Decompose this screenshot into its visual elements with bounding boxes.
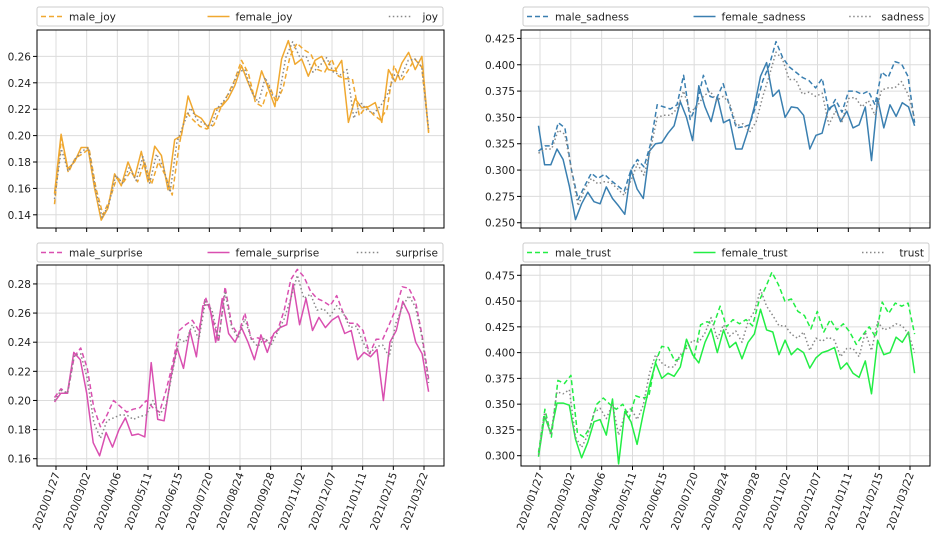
series-line-female_surprise (53, 283, 430, 457)
y-tick-label: 0.300 (485, 165, 515, 177)
x-tick-label: 2020/07/20 (184, 471, 216, 532)
y-tick-label: 0.22 (8, 104, 31, 116)
chart-panel-2: 0.250 0.275 0.300 0.325 0.350 0.375 0.400 0.425… (485, 6, 931, 232)
y-tick-label: 0.16 (8, 183, 32, 195)
y-tick-label: 0.425 (485, 322, 515, 334)
x-tick-label: 2021/03/22 (885, 471, 917, 532)
y-tick-label: 0.20 (8, 395, 31, 407)
y-tick-label: 0.400 (485, 348, 515, 360)
x-tick-label: 2020/11/02 (762, 471, 794, 532)
x-tick-label: 2020/08/24 (215, 471, 247, 532)
y-tick-label: 0.28 (8, 279, 31, 291)
chart-panel-4: 0.300 0.325 0.350 0.375 0.400 0.425 0.450 0.475… (485, 242, 931, 532)
y-tick-label: 0.350 (485, 112, 515, 124)
y-tick-label: 0.250 (485, 218, 515, 230)
x-tick-label: 2021/02/15 (854, 471, 886, 532)
legend-label-male_trust: male_trust (555, 248, 611, 260)
y-tick-label: 0.450 (485, 296, 515, 308)
x-tick-label: 2020/07/20 (669, 471, 701, 532)
x-tick-label: 2020/11/02 (276, 471, 308, 532)
x-tick-label: 2020/09/28 (731, 471, 763, 532)
x-tick-label: 2020/01/27 (31, 471, 63, 532)
x-tick-label: 2021/01/11 (338, 471, 370, 532)
legend-label-joy: joy (421, 12, 438, 24)
y-tick-label: 0.24 (8, 78, 32, 90)
legend-label-male_sadness: male_sadness (555, 12, 629, 24)
legend: male_joy female_joy joy (36, 6, 444, 27)
chart-panel-1: 0.14 0.16 0.18 0.20 0.22 0.24 0.26 male_joy fema… (8, 6, 445, 232)
series-line-joy (53, 41, 430, 219)
y-tick-label: 0.26 (8, 308, 32, 320)
x-tick-label: 2021/01/11 (823, 471, 855, 532)
y-tick-label: 0.20 (8, 131, 31, 143)
legend-label-male_surprise: male_surprise (69, 248, 143, 260)
legend-box (522, 6, 930, 27)
y-tick-label: 0.375 (485, 373, 515, 385)
y-tick-label: 0.475 (485, 270, 515, 282)
series-line-sadness (538, 51, 916, 207)
legend: male_trust female_trust trust (522, 242, 930, 263)
y-tick-label: 0.425 (485, 33, 515, 45)
legend-box (522, 242, 930, 263)
chart-panel-3: 0.160.180.200.220.240.260.282020/01/2720… (8, 242, 445, 532)
y-tick-label: 0.14 (8, 210, 32, 222)
y-tick-label: 0.22 (8, 366, 31, 378)
legend-label-female_sadness: female_sadness (722, 12, 806, 24)
legend-label-trust: trust (899, 248, 924, 260)
y-tick-label: 0.275 (485, 191, 515, 203)
y-tick-label: 0.375 (485, 86, 515, 98)
series-line-male_joy (53, 42, 430, 216)
legend-label-male_joy: male_joy (69, 12, 116, 24)
legend-label-surprise: surprise (396, 248, 438, 260)
series-line-male_sadness (538, 40, 916, 201)
x-tick-label: 2021/03/22 (399, 471, 431, 532)
x-tick-label: 2020/03/02 (62, 471, 94, 532)
x-tick-label: 2020/05/11 (123, 471, 155, 532)
y-tick-label: 0.325 (485, 139, 515, 151)
legend-box (36, 6, 444, 27)
x-tick-label: 2020/05/11 (607, 471, 639, 532)
x-tick-label: 2020/06/15 (154, 471, 186, 532)
y-tick-label: 0.300 (485, 451, 515, 463)
y-tick-label: 0.18 (8, 157, 31, 169)
legend: male_sadness female_sadness sadness (522, 6, 930, 27)
series-line-surprise (53, 274, 430, 440)
y-tick-label: 0.24 (8, 337, 32, 349)
y-tick-label: 0.18 (8, 425, 31, 437)
x-tick-label: 2020/04/06 (577, 471, 609, 532)
series-line-male_surprise (53, 268, 430, 428)
x-tick-label: 2020/03/02 (546, 471, 578, 532)
x-tick-label: 2020/09/28 (246, 471, 278, 532)
x-tick-label: 2020/01/27 (515, 471, 547, 532)
legend-label-female_surprise: female_surprise (236, 248, 320, 260)
series-line-male_trust (537, 271, 916, 453)
legend-label-female_joy: female_joy (236, 12, 293, 24)
y-tick-label: 0.26 (8, 51, 32, 63)
legend: male_surprise female_surprise surprise (36, 242, 444, 263)
y-tick-label: 0.350 (485, 399, 515, 411)
series-line-female_joy (53, 39, 430, 221)
series-line-female_sadness (537, 61, 916, 221)
x-tick-label: 2021/02/15 (368, 471, 400, 532)
x-tick-label: 2020/12/07 (792, 471, 824, 532)
legend-label-sadness: sadness (881, 12, 924, 24)
y-tick-label: 0.16 (8, 454, 32, 466)
y-tick-label: 0.400 (485, 60, 515, 72)
legend-label-female_trust: female_trust (722, 248, 788, 260)
x-tick-label: 2020/04/06 (92, 471, 124, 532)
y-tick-label: 0.325 (485, 425, 515, 437)
x-tick-label: 2020/08/24 (700, 471, 732, 532)
legend-box (36, 242, 444, 263)
x-tick-label: 2020/12/07 (307, 471, 339, 532)
x-tick-label: 2020/06/15 (638, 471, 670, 532)
series-line-female_trust (537, 308, 916, 465)
